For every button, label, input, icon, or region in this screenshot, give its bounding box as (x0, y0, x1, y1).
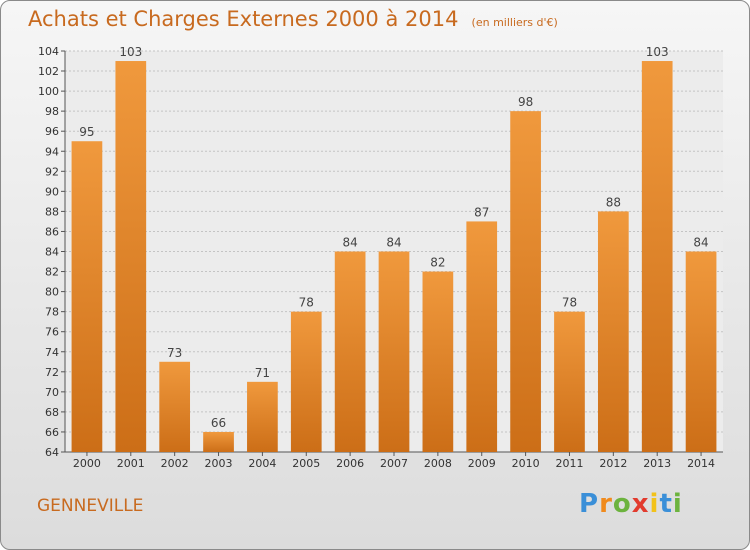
y-tick-label: 66 (45, 426, 59, 439)
bar-2003 (203, 431, 234, 452)
logo-letter: r (599, 489, 613, 519)
bar-2004 (247, 381, 278, 452)
logo-letter: t (659, 489, 673, 519)
chart-title-block: Achats et Charges Externes 2000 à 2014 (… (28, 7, 558, 31)
data-label-2004: 71 (255, 366, 270, 380)
data-label-2009: 87 (474, 205, 489, 219)
data-label-2007: 84 (386, 236, 401, 250)
y-tick-label: 70 (45, 386, 59, 399)
data-label-2014: 84 (693, 236, 708, 250)
data-label-2001: 103 (119, 45, 142, 59)
x-tick-label: 2001 (117, 457, 145, 470)
x-tick-label: 2011 (555, 457, 583, 470)
y-tick-label: 104 (38, 45, 59, 58)
bar-2008 (422, 271, 454, 452)
x-tick-label: 2009 (468, 457, 496, 470)
data-labels: 95 103 73 66 71 78 84 84 82 87 98 78 88 103 84 (79, 45, 708, 430)
y-tick-label: 78 (45, 306, 59, 319)
city-name: GENNEVILLE (37, 496, 144, 516)
y-tick-label: 94 (45, 145, 59, 158)
logo-letter: i (649, 489, 660, 519)
logo-letter: P (579, 489, 600, 519)
y-tick-label: 100 (38, 85, 59, 98)
y-tick-label: 80 (45, 286, 59, 299)
y-tick-label: 74 (45, 346, 59, 359)
y-tick-label: 86 (45, 225, 59, 238)
x-tick-label: 2013 (643, 457, 671, 470)
x-tick-label: 2012 (599, 457, 627, 470)
data-label-2002: 73 (167, 346, 182, 360)
chart-subtitle: (en milliers d'€) (471, 16, 558, 29)
bars (71, 61, 717, 453)
logo-letter: o (612, 489, 632, 519)
data-label-2012: 88 (606, 195, 621, 209)
y-tick-label: 82 (45, 266, 59, 279)
logo-letter: x (631, 489, 650, 519)
chart-title: Achats et Charges Externes 2000 à 2014 (28, 7, 459, 31)
x-tick-label: 2007 (380, 457, 408, 470)
x-tick-label: 2000 (73, 457, 101, 470)
axes: 64 66 68 70 72 74 76 78 80 82 84 86 88 90 92 94 96 98 100 1… (38, 45, 723, 470)
proxiti-logo: Proxiti (579, 489, 683, 519)
data-label-2008: 82 (430, 256, 445, 270)
y-tick-label: 68 (45, 406, 59, 419)
data-label-2005: 78 (299, 296, 314, 310)
bar-2002 (159, 361, 191, 452)
x-tick-label: 2014 (687, 457, 715, 470)
y-tick-label: 64 (45, 446, 59, 459)
bar-2005 (290, 311, 322, 452)
x-tick-label: 2002 (161, 457, 189, 470)
bar-2014 (685, 251, 717, 452)
x-tick-label: 2006 (336, 457, 364, 470)
x-tick-label: 2010 (512, 457, 540, 470)
bar-2010 (510, 111, 541, 453)
x-tick-label: 2005 (292, 457, 320, 470)
y-tick-label: 76 (45, 326, 59, 339)
bar-2009 (466, 221, 498, 452)
data-label-2003: 66 (211, 416, 226, 430)
data-label-2010: 98 (518, 95, 533, 109)
data-label-2006: 84 (342, 236, 357, 250)
x-tick-label: 2003 (205, 457, 233, 470)
x-tick-label: 2008 (424, 457, 452, 470)
y-tick-label: 84 (45, 246, 59, 259)
bar-2013 (641, 61, 673, 453)
data-label-2000: 95 (79, 125, 94, 139)
x-tick-label: 2004 (248, 457, 276, 470)
y-tick-label: 90 (45, 185, 59, 198)
y-tick-label: 98 (45, 105, 59, 118)
y-tick-label: 92 (45, 165, 59, 178)
bar-2001 (115, 61, 147, 453)
bar-2012 (597, 211, 629, 452)
y-tick-label: 96 (45, 125, 59, 138)
bar-2011 (554, 311, 585, 452)
bar-2000 (71, 141, 103, 452)
y-tick-label: 88 (45, 205, 59, 218)
y-tick-label: 102 (38, 65, 59, 78)
bar-2006 (334, 251, 366, 452)
data-label-2013: 103 (646, 45, 669, 59)
data-label-2011: 78 (562, 296, 577, 310)
y-tick-label: 72 (45, 366, 59, 379)
bar-2007 (378, 251, 410, 452)
logo-letter: i (672, 489, 683, 519)
